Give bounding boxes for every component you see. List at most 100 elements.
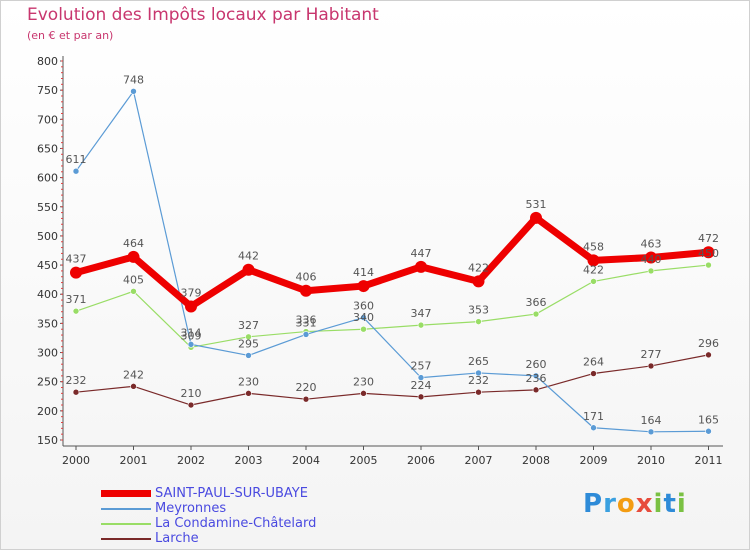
data-point bbox=[72, 307, 80, 315]
data-label: 277 bbox=[641, 348, 662, 361]
series-line bbox=[75, 354, 709, 406]
y-tick-label: 500 bbox=[37, 230, 58, 243]
data-label: 748 bbox=[123, 73, 144, 86]
data-label: 331 bbox=[296, 316, 317, 329]
data-point bbox=[300, 284, 312, 297]
x-tick-label: 2004 bbox=[292, 454, 320, 467]
data-point bbox=[187, 401, 195, 409]
data-point bbox=[532, 372, 540, 380]
x-tick-label: 2005 bbox=[350, 454, 378, 467]
data-label: 440 bbox=[641, 253, 662, 266]
y-tick-label: 150 bbox=[37, 434, 58, 447]
data-label: 437 bbox=[66, 253, 87, 266]
data-point bbox=[130, 383, 137, 390]
data-point bbox=[242, 263, 255, 276]
data-label: 450 bbox=[698, 247, 719, 260]
data-label: 220 bbox=[296, 381, 317, 394]
x-tick-label: 2009 bbox=[580, 454, 608, 467]
point-labels-layer: 232 242 210 230 220 230 224 232 236 264 277 296 371 4… bbox=[66, 73, 720, 427]
data-label: 265 bbox=[468, 355, 489, 368]
data-label: 464 bbox=[123, 237, 144, 250]
data-label: 327 bbox=[238, 319, 259, 332]
data-point bbox=[590, 370, 597, 377]
data-label: 230 bbox=[353, 375, 374, 388]
data-point bbox=[130, 88, 137, 95]
legend-item: Meyronnes bbox=[101, 501, 316, 516]
data-point bbox=[705, 351, 712, 359]
data-point bbox=[590, 424, 597, 432]
data-point bbox=[70, 266, 82, 279]
data-point bbox=[645, 251, 657, 264]
legend: SAINT-PAUL-SUR-UBAYE Meyronnes La Condamin… bbox=[101, 486, 316, 546]
data-point bbox=[415, 260, 427, 273]
data-label: 260 bbox=[526, 358, 547, 371]
legend-label: Meyronnes bbox=[155, 501, 227, 516]
data-label: 379 bbox=[181, 286, 202, 299]
data-point bbox=[245, 352, 252, 359]
data-label: 224 bbox=[411, 379, 432, 392]
data-label: 353 bbox=[468, 304, 489, 317]
data-point bbox=[532, 310, 540, 318]
data-label: 314 bbox=[181, 326, 202, 339]
series-line bbox=[75, 214, 709, 310]
y-tick-label: 400 bbox=[37, 288, 58, 301]
data-point bbox=[127, 250, 140, 263]
data-label: 340 bbox=[353, 311, 374, 324]
data-label: 336 bbox=[296, 314, 317, 327]
data-label: 232 bbox=[468, 374, 489, 387]
y-tick-label: 650 bbox=[37, 142, 58, 155]
x-tick-label: 2001 bbox=[120, 454, 148, 467]
data-label: 171 bbox=[583, 410, 604, 423]
legend-label: SAINT-PAUL-SUR-UBAYE bbox=[155, 486, 308, 501]
data-point bbox=[72, 167, 80, 175]
legend-item: La Condamine-Châtelard bbox=[101, 516, 316, 531]
y-tick-label: 450 bbox=[37, 259, 58, 272]
legend-swatch bbox=[101, 507, 151, 510]
data-point bbox=[360, 390, 367, 397]
y-tick-label: 750 bbox=[37, 84, 58, 97]
y-tick-label: 550 bbox=[37, 201, 58, 214]
data-label: 230 bbox=[238, 375, 259, 388]
data-point bbox=[417, 374, 425, 381]
data-label: 264 bbox=[583, 356, 604, 369]
y-tick-label: 350 bbox=[37, 317, 58, 330]
data-label: 296 bbox=[698, 337, 719, 350]
data-point bbox=[475, 318, 482, 325]
data-point bbox=[360, 314, 367, 321]
data-label: 406 bbox=[296, 271, 317, 284]
data-point bbox=[647, 267, 655, 275]
x-tick-label: 2008 bbox=[522, 454, 550, 467]
legend-swatch bbox=[101, 537, 151, 540]
logo-letter: i bbox=[653, 489, 664, 519]
x-tick-label: 2006 bbox=[407, 454, 435, 467]
series-layer bbox=[70, 88, 715, 436]
data-point bbox=[475, 369, 482, 377]
data-point bbox=[705, 261, 712, 269]
logo-letter: P bbox=[583, 489, 604, 519]
data-label: 422 bbox=[583, 263, 604, 276]
data-label: 442 bbox=[238, 250, 259, 263]
x-tick-label: 2011 bbox=[695, 454, 723, 467]
logo-letter: r bbox=[603, 489, 617, 519]
logo-letter: i bbox=[676, 489, 687, 519]
data-label: 366 bbox=[526, 296, 547, 309]
data-label: 422 bbox=[468, 261, 489, 274]
data-label: 447 bbox=[411, 247, 432, 260]
chart-subtitle: (en € et par an) bbox=[27, 29, 114, 42]
y-tick-label: 250 bbox=[37, 376, 58, 389]
legend-item: Larche bbox=[101, 531, 316, 546]
y-tick-label: 200 bbox=[37, 405, 58, 418]
y-tick-label: 700 bbox=[37, 113, 58, 126]
data-label: 360 bbox=[353, 300, 374, 313]
data-label: 458 bbox=[583, 240, 604, 253]
data-point bbox=[702, 246, 715, 259]
proxiti-logo: Proxiti bbox=[583, 489, 687, 519]
data-label: 414 bbox=[353, 266, 374, 279]
data-label: 347 bbox=[411, 307, 432, 320]
data-label: 405 bbox=[123, 273, 144, 286]
data-point bbox=[475, 388, 482, 396]
x-tick-label: 2010 bbox=[637, 454, 665, 467]
legend-item: SAINT-PAUL-SUR-UBAYE bbox=[101, 486, 316, 501]
